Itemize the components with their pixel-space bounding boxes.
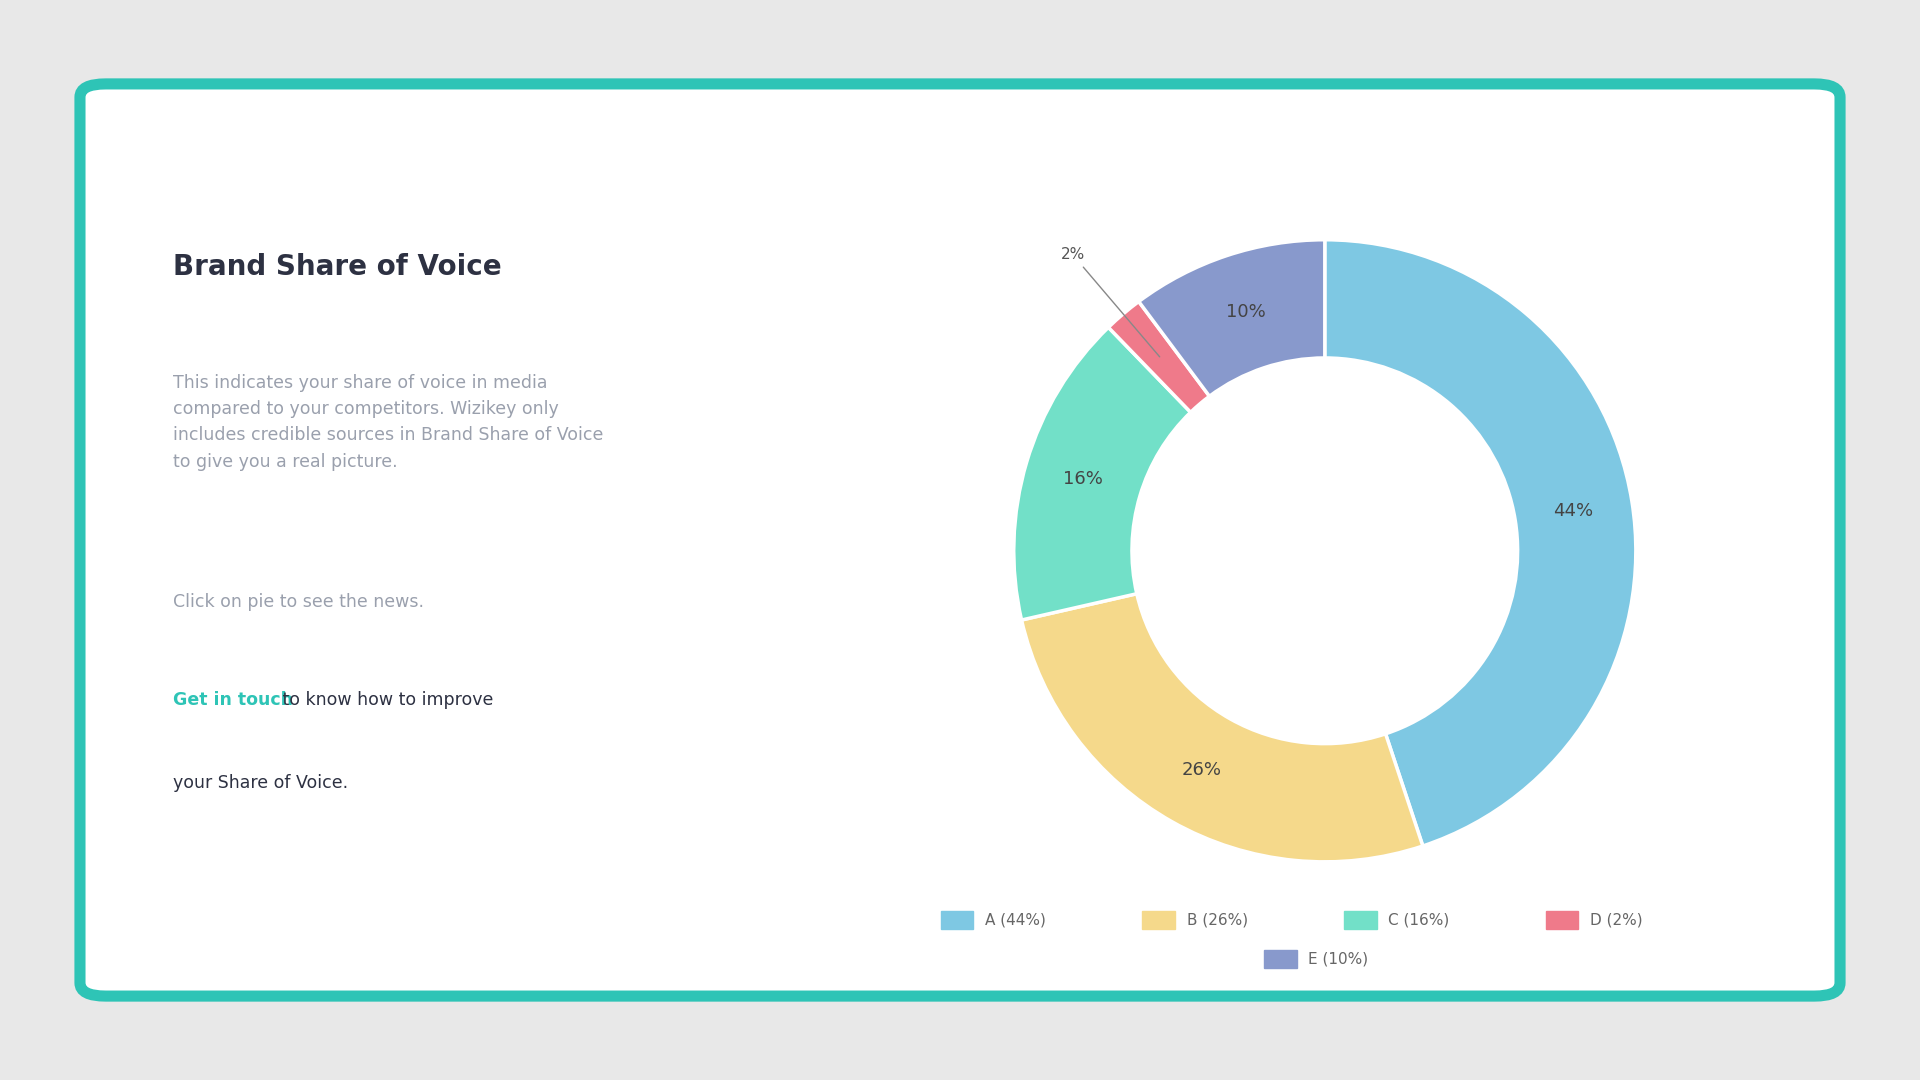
Text: 44%: 44% — [1553, 501, 1594, 519]
Text: This indicates your share of voice in media
compared to your competitors. Wizike: This indicates your share of voice in me… — [173, 374, 603, 471]
Text: 2%: 2% — [1060, 247, 1160, 356]
Text: E (10%): E (10%) — [1309, 951, 1369, 967]
Text: 26%: 26% — [1181, 761, 1221, 780]
Text: C (16%): C (16%) — [1388, 913, 1450, 928]
Wedge shape — [1021, 594, 1423, 862]
Bar — [1142, 912, 1175, 929]
Wedge shape — [1014, 327, 1190, 620]
Text: Click on pie to see the news.: Click on pie to see the news. — [173, 593, 424, 611]
Text: Get in touch: Get in touch — [173, 691, 292, 710]
Wedge shape — [1139, 240, 1325, 396]
Text: 16%: 16% — [1064, 470, 1104, 488]
Bar — [941, 912, 973, 929]
Wedge shape — [1325, 240, 1636, 846]
Bar — [1546, 912, 1578, 929]
Bar — [1344, 912, 1377, 929]
Text: D (2%): D (2%) — [1590, 913, 1642, 928]
Text: B (26%): B (26%) — [1187, 913, 1248, 928]
Text: your Share of Voice.: your Share of Voice. — [173, 774, 348, 793]
Text: A (44%): A (44%) — [985, 913, 1046, 928]
Text: Brand Share of Voice: Brand Share of Voice — [173, 253, 501, 281]
Bar — [1263, 950, 1298, 968]
Wedge shape — [1108, 301, 1210, 413]
FancyBboxPatch shape — [81, 84, 1839, 996]
Text: 10%: 10% — [1225, 302, 1265, 321]
Text: to know how to improve: to know how to improve — [276, 691, 493, 710]
